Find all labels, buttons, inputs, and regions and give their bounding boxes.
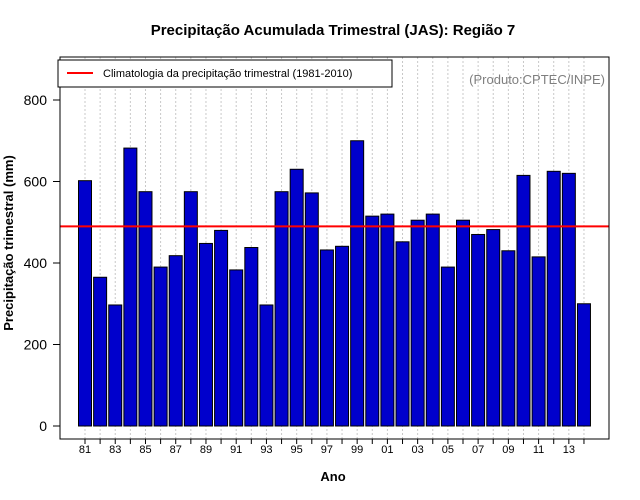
bar-87 — [168, 255, 183, 427]
x-tick-label-07: 07 — [472, 444, 484, 456]
x-tick-label-09: 09 — [502, 444, 514, 456]
bars — [78, 140, 591, 427]
bar-95 — [289, 168, 304, 427]
bar-05 — [440, 266, 455, 427]
bar-94 — [274, 191, 289, 427]
bar-85 — [138, 191, 153, 427]
x-tick-label-13: 13 — [563, 444, 575, 456]
bar-83 — [108, 304, 123, 427]
x-axis-label: Ano — [320, 469, 345, 484]
x-tick-label-99: 99 — [351, 444, 363, 456]
x-tick-label-93: 93 — [260, 444, 272, 456]
y-tick-label-800: 800 — [24, 92, 48, 108]
bar-98 — [335, 245, 350, 427]
x-tick-label-87: 87 — [170, 444, 182, 456]
x-tick-label-95: 95 — [291, 444, 303, 456]
legend-box — [57, 59, 393, 88]
bar-12 — [546, 170, 561, 427]
bar-89 — [198, 242, 213, 427]
bar-88 — [183, 191, 198, 427]
bar-90 — [214, 229, 229, 427]
bar-93 — [259, 304, 274, 427]
bar-86 — [153, 266, 168, 427]
bar-08 — [486, 229, 501, 427]
bar-03 — [410, 219, 425, 427]
x-tick-label-11: 11 — [533, 444, 544, 456]
bar-13 — [561, 172, 576, 427]
x-tick-label-85: 85 — [139, 444, 151, 456]
x-tick-label-03: 03 — [412, 444, 424, 456]
bar-09 — [501, 250, 516, 427]
x-tick-label-81: 81 — [79, 444, 91, 456]
bar-01 — [380, 213, 395, 427]
y-axis: 0 200 400 600 800 — [24, 92, 61, 434]
bar-14 — [576, 303, 591, 427]
bar-02 — [395, 241, 410, 427]
bar-10 — [516, 174, 531, 427]
bar-96 — [304, 192, 319, 427]
bar-91 — [229, 269, 244, 427]
bar-04 — [425, 213, 440, 427]
chart-title: Precipitação Acumulada Trimestral (JAS):… — [151, 22, 516, 39]
bar-97 — [319, 249, 334, 427]
bar-84 — [123, 147, 138, 427]
y-tick-label-0: 0 — [39, 418, 47, 434]
x-axis: 81 83 85 87 89 91 93 95 97 99 01 03 05 07 09 11 13 — [79, 439, 585, 456]
bar-00 — [365, 215, 380, 427]
y-axis-label: Precipitação trimestral (mm) — [1, 155, 16, 331]
y-tick-label-600: 600 — [24, 174, 48, 190]
bar-81 — [78, 180, 92, 427]
x-tick-label-83: 83 — [109, 444, 121, 456]
y-tick-label-200: 200 — [24, 337, 48, 353]
bar-82 — [93, 276, 108, 427]
bar-07 — [471, 233, 486, 427]
product-credit: (Produto:CPTEC/INPE) — [469, 72, 605, 87]
x-tick-label-01: 01 — [381, 444, 393, 456]
legend-entry-climatology: Climatologia da precipitação trimestral … — [103, 68, 352, 80]
legend: Climatologia da precipitação trimestral … — [57, 59, 393, 88]
x-tick-label-05: 05 — [442, 444, 454, 456]
bar-92 — [244, 247, 259, 427]
x-tick-label-91: 91 — [230, 444, 242, 456]
x-tick-label-97: 97 — [321, 444, 333, 456]
bar-06 — [456, 219, 470, 427]
x-tick-label-89: 89 — [200, 444, 212, 456]
bar-11 — [531, 256, 546, 427]
y-tick-label-400: 400 — [24, 255, 48, 271]
bar-99 — [350, 140, 365, 427]
